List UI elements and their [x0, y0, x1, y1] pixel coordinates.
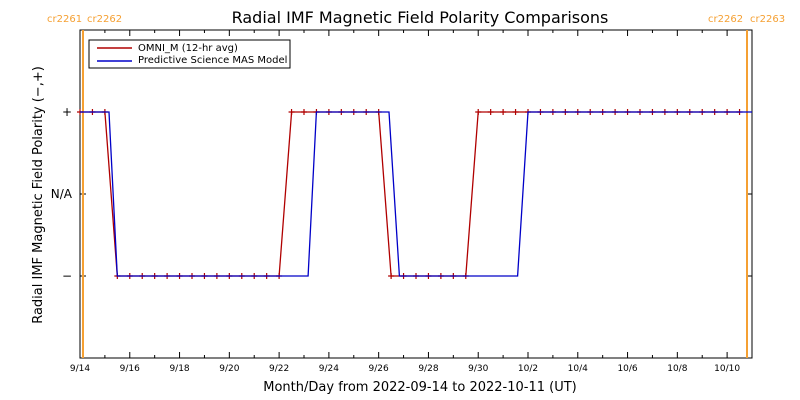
x-tick-label: 10/4 [568, 364, 588, 374]
x-tick-label: 9/16 [120, 364, 140, 374]
carrington-label-left-1: cr2261 [47, 14, 82, 25]
x-tick-label: 9/26 [369, 364, 389, 374]
series-line-model [80, 111, 752, 277]
omni-data-point [487, 109, 494, 115]
legend-box [88, 39, 291, 69]
x-tick-label: 9/22 [269, 364, 289, 374]
omni-data-point [288, 109, 295, 115]
omni-data-point [512, 109, 519, 115]
x-tick-label: 9/18 [169, 364, 189, 374]
omni-data-point [475, 109, 482, 115]
legend: OMNI_M (12-hr avg) Predictive Science MA… [88, 39, 291, 69]
chart-title: Radial IMF Magnetic Field Polarity Compa… [232, 8, 609, 27]
series-line-omni [80, 111, 740, 277]
plot-frame [79, 29, 753, 359]
x-tick-label: 9/14 [70, 364, 90, 374]
x-tick-label: 10/6 [617, 364, 637, 374]
y-tick-label: N/A [51, 187, 73, 201]
legend-label-omni: OMNI_M (12-hr avg) [138, 43, 238, 54]
omni-data-point [388, 273, 395, 279]
x-tick-label: 10/8 [667, 364, 687, 374]
x-tick-label: 9/28 [418, 364, 438, 374]
carrington-label-right-2: cr2263 [750, 14, 785, 25]
omni-data-point [301, 109, 307, 115]
x-tick-label: 10/10 [714, 364, 740, 374]
legend-label-model: Predictive Science MAS Model [138, 55, 287, 66]
x-tick-label: 9/24 [319, 364, 339, 374]
x-tick-label: 9/20 [219, 364, 239, 374]
x-tick-label: 10/2 [518, 364, 538, 374]
carrington-label-left-2: cr2262 [87, 14, 122, 25]
y-tick-label: − [62, 269, 72, 283]
plot-area: 9/14 9/16 9/18 9/20 9/22 9/24 9/26 9/28 9/30 10/2… [51, 29, 753, 374]
y-axis-label: Radial IMF Magnetic Field Polarity (−,+) [31, 66, 46, 324]
carrington-label-right-1: cr2262 [708, 14, 743, 25]
omni-data-point [500, 109, 507, 115]
x-axis-label: Month/Day from 2022-09-14 to 2022-10-11 … [263, 380, 576, 395]
y-tick-label: + [62, 105, 72, 119]
x-tick-label: 9/30 [468, 364, 488, 374]
